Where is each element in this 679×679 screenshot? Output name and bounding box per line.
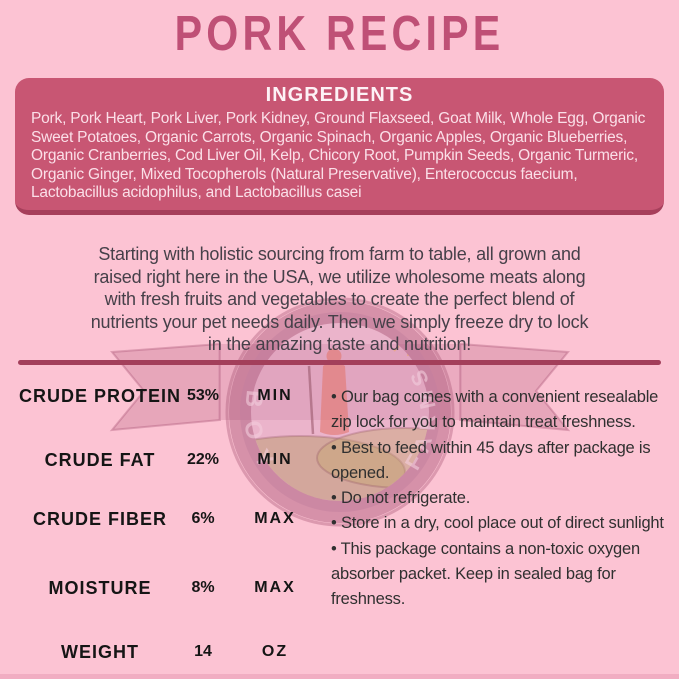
analysis-label: WEIGHT bbox=[61, 642, 139, 662]
divider-line bbox=[18, 360, 661, 365]
ingredients-heading: INGREDIENTS bbox=[265, 84, 414, 106]
analysis-qualifier: MIN bbox=[257, 451, 293, 468]
analysis-value: 8% bbox=[191, 579, 215, 596]
analysis-row-moisture: MOISTURE 8% MAX bbox=[5, 578, 315, 600]
analysis-row-crude-fat: CRUDE FAT 22% MIN bbox=[5, 450, 315, 472]
storage-note: • Our bag comes with a convenient reseal… bbox=[331, 388, 659, 432]
storage-note: • Best to feed within 45 days after pack… bbox=[331, 438, 651, 482]
analysis-value: 53% bbox=[186, 387, 220, 404]
description-line: in the amazing taste and nutrition! bbox=[207, 334, 472, 354]
analysis-label: CRUDE PROTEIN bbox=[18, 386, 181, 406]
ingredients-text: Pork, Pork Heart, Pork Liver, Pork Kidne… bbox=[31, 110, 646, 202]
analysis-label: CRUDE FAT bbox=[44, 450, 156, 470]
analysis-value: 6% bbox=[191, 510, 215, 527]
description-line: with fresh fruits and vegetables to crea… bbox=[104, 289, 575, 309]
analysis-qualifier: MIN bbox=[257, 387, 293, 404]
analysis-label: CRUDE FIBER bbox=[32, 509, 167, 529]
analysis-label: MOISTURE bbox=[48, 578, 152, 598]
analysis-qualifier: MAX bbox=[254, 510, 296, 527]
recipe-title: PORK RECIPE bbox=[174, 7, 505, 61]
analysis-qualifier: OZ bbox=[261, 643, 289, 660]
analysis-row-crude-protein: CRUDE PROTEIN 53% MIN bbox=[5, 386, 315, 408]
analysis-row-crude-fiber: CRUDE FIBER 6% MAX bbox=[5, 509, 315, 531]
analysis-row-weight: WEIGHT 14 OZ bbox=[5, 642, 315, 664]
description-line: nutrients your pet needs daily. Then we … bbox=[90, 311, 589, 332]
storage-note: • Store in a dry, cool place out of dire… bbox=[331, 514, 664, 533]
description-line: raised right here in the USA, we utilize… bbox=[93, 266, 586, 287]
storage-note: • Do not refrigerate. bbox=[331, 489, 471, 508]
analysis-value: 14 bbox=[194, 643, 212, 660]
marketing-description: Starting with holistic sourcing from far… bbox=[20, 243, 659, 356]
ingredients-panel: INGREDIENTS Pork, Pork Heart, Pork Liver… bbox=[15, 78, 664, 215]
description-line: Starting with holistic sourcing from far… bbox=[98, 244, 581, 264]
storage-notes-list: • Our bag comes with a convenient reseal… bbox=[331, 385, 673, 613]
storage-note: • This package contains a non-toxic oxyg… bbox=[331, 539, 640, 609]
analysis-value: 22% bbox=[186, 451, 220, 468]
analysis-qualifier: MAX bbox=[254, 579, 296, 596]
bottom-edge-shade bbox=[0, 674, 679, 679]
